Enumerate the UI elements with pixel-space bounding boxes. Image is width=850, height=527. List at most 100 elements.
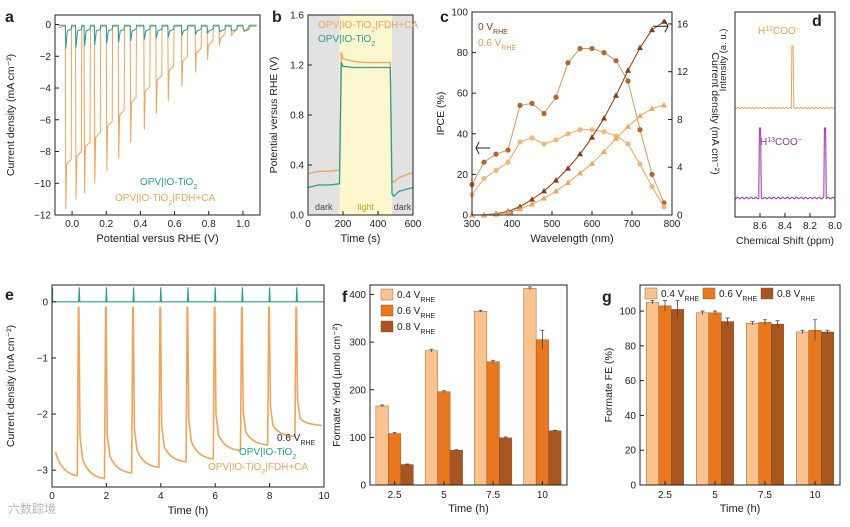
series-line-io-tio2 xyxy=(52,287,324,303)
legend-entry: 0.6 VRHE xyxy=(397,306,435,320)
y-right-tick-label: 0 xyxy=(677,211,683,222)
bar xyxy=(658,305,672,486)
error-bar xyxy=(800,329,805,334)
data-point xyxy=(613,92,619,98)
legend-swatch xyxy=(644,287,658,300)
y-tick-label: −8 xyxy=(40,147,52,158)
text-part: |FDH+CA xyxy=(172,193,215,204)
text-part: RHE xyxy=(493,29,508,36)
error-bar xyxy=(454,449,459,451)
y-tick-label: 40 xyxy=(625,411,637,422)
y-tick-label: −12 xyxy=(34,211,51,222)
region-label: light xyxy=(357,202,374,212)
y-tick-label: −4 xyxy=(40,84,52,95)
bar xyxy=(758,322,772,486)
error-bar xyxy=(650,300,655,305)
y-right-tick-label: 16 xyxy=(677,19,689,30)
panel-d: 8.6 8.4 8.2 8.0 Chemical Shift (ppm) Intensit… xyxy=(718,11,842,247)
bar xyxy=(499,437,513,486)
x-tick-label: 4 xyxy=(158,491,164,502)
text-part: OPV|IO-TiO xyxy=(115,193,169,204)
y-tick-label: 0.0 xyxy=(290,211,304,222)
x-tick-label: 600 xyxy=(405,219,422,230)
y-tick-label: −1 xyxy=(37,353,49,364)
y-tick-label: 1.6 xyxy=(290,11,304,22)
text-part: OPV|IO-TiO xyxy=(318,20,372,31)
data-point xyxy=(517,102,523,108)
text-part: RHE xyxy=(742,296,757,303)
error-bar xyxy=(491,359,496,364)
bar xyxy=(486,361,500,486)
text-part: 13 xyxy=(767,137,775,144)
data-point xyxy=(589,134,595,140)
region-label: dark xyxy=(394,202,412,212)
data-point xyxy=(637,161,643,167)
legend-entry: 0.6 VRHE xyxy=(478,38,516,52)
bar xyxy=(535,339,549,486)
region-dark xyxy=(392,15,413,215)
bar xyxy=(523,288,537,486)
bar xyxy=(821,331,834,486)
x-axis-label: Time (h) xyxy=(448,503,489,515)
data-point xyxy=(577,45,583,52)
text-part: OPV|IO-TiO xyxy=(140,177,194,188)
text-part: H xyxy=(760,137,767,148)
x-tick-label: 0.2 xyxy=(99,219,113,230)
legend-swatch xyxy=(760,287,774,300)
data-point xyxy=(565,179,571,185)
panel-label: b xyxy=(272,9,282,26)
text-part: RHE xyxy=(501,45,516,52)
x-tick-label: 700 xyxy=(624,219,641,230)
x-tick-label: 1.0 xyxy=(236,219,250,230)
y-tick-label: −3 xyxy=(37,466,49,477)
y-right-tick-label: 8 xyxy=(677,115,683,126)
y-tick-label: 80 xyxy=(625,341,637,352)
legend-entry: 0.8 VRHE xyxy=(397,322,435,336)
data-point xyxy=(589,45,595,52)
panel-c: 300 400 500 600 700 8000204060801000481216Wav… xyxy=(435,8,721,246)
data-point xyxy=(505,159,511,165)
error-bar xyxy=(713,310,717,315)
data-point xyxy=(637,127,643,133)
x-tick-label: 300 xyxy=(464,219,481,230)
y-tick-label: 20 xyxy=(457,170,469,181)
text-part: 0.6 V xyxy=(478,38,502,49)
bar xyxy=(746,323,759,486)
axes-frame xyxy=(471,11,673,216)
region-dark xyxy=(308,15,340,215)
text-part: 0.8 V xyxy=(777,289,801,300)
text-part: RHE xyxy=(420,313,435,320)
series-line-io-tio2 xyxy=(58,24,257,49)
error-bar xyxy=(441,390,446,393)
bar xyxy=(375,405,389,486)
bar xyxy=(400,464,414,486)
y-tick-label: 60 xyxy=(625,376,637,387)
error-bar xyxy=(813,319,817,341)
x-tick-label: 0.8 xyxy=(202,219,216,230)
x-axis-label: Chemical Shift (ppm) xyxy=(736,235,834,247)
text-part: 12 xyxy=(765,26,773,33)
y-axis-label: Potential versus RHE (V) xyxy=(268,57,280,174)
panel-label: e xyxy=(5,287,14,304)
data-point xyxy=(637,112,643,119)
axes-frame xyxy=(734,11,836,218)
text-part: OPV|IO-TiO xyxy=(239,447,293,458)
bar xyxy=(671,309,684,486)
legend-entry: 0.4 VRHE xyxy=(397,290,435,304)
bar xyxy=(696,312,709,486)
region-light xyxy=(339,15,392,215)
data-point xyxy=(589,160,595,166)
data-point xyxy=(493,151,499,157)
error-bar xyxy=(700,310,705,315)
x-tick-label: 0 xyxy=(49,491,55,502)
y-right-axis-label: Current density (mA cm⁻²) xyxy=(709,52,721,174)
x-tick-label: 10 xyxy=(809,490,821,501)
data-point xyxy=(481,159,487,165)
y-tick-label: 0 xyxy=(630,481,636,492)
text-part: − xyxy=(796,26,800,33)
y-tick-label: 100 xyxy=(451,8,468,19)
legend-entry: OPV|IO-TiO2|FDH+CA xyxy=(208,462,308,476)
y-tick-label: 300 xyxy=(349,338,366,349)
x-tick-label: 0.4 xyxy=(133,219,147,230)
